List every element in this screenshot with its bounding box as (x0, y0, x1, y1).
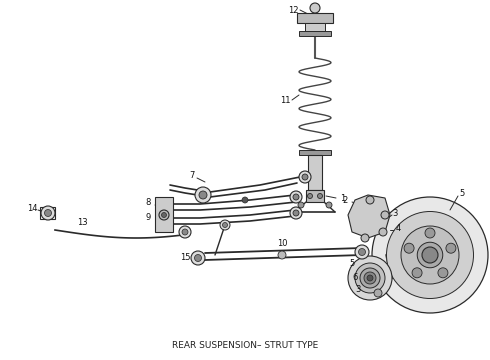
Circle shape (220, 220, 230, 230)
Text: 13: 13 (77, 217, 87, 226)
Text: 3: 3 (355, 285, 361, 294)
Circle shape (45, 210, 51, 216)
Circle shape (308, 194, 313, 198)
Circle shape (310, 3, 320, 13)
Bar (308, 155, 322, 190)
Circle shape (162, 212, 167, 217)
Circle shape (355, 245, 369, 259)
Circle shape (387, 212, 473, 298)
Text: 6: 6 (352, 274, 358, 283)
Text: 9: 9 (146, 212, 150, 221)
Circle shape (438, 268, 448, 278)
Polygon shape (348, 195, 390, 238)
Circle shape (355, 263, 385, 293)
Text: 5: 5 (459, 189, 465, 198)
Circle shape (293, 194, 299, 200)
Circle shape (379, 228, 387, 236)
Circle shape (360, 268, 380, 288)
Bar (306, 190, 324, 202)
Circle shape (446, 243, 456, 253)
Circle shape (359, 248, 366, 256)
Circle shape (290, 191, 302, 203)
Circle shape (381, 211, 389, 219)
Circle shape (401, 226, 459, 284)
Text: 15: 15 (180, 253, 190, 262)
Bar (40, 207, 55, 219)
Circle shape (222, 222, 227, 228)
Circle shape (361, 234, 369, 242)
Circle shape (182, 229, 188, 235)
Text: 12: 12 (288, 5, 298, 14)
Circle shape (326, 202, 332, 208)
Circle shape (278, 251, 286, 259)
Circle shape (195, 187, 211, 203)
Circle shape (41, 206, 55, 220)
Circle shape (348, 256, 392, 300)
Circle shape (199, 191, 207, 199)
Circle shape (417, 242, 443, 268)
Circle shape (191, 251, 205, 265)
Text: 7: 7 (189, 171, 195, 180)
Circle shape (425, 228, 435, 238)
Text: 11: 11 (280, 95, 290, 104)
Circle shape (374, 289, 382, 297)
Text: 1: 1 (341, 194, 345, 202)
Circle shape (290, 207, 302, 219)
Circle shape (159, 210, 169, 220)
Circle shape (404, 243, 414, 253)
Text: 8: 8 (146, 198, 151, 207)
Bar (305, 23, 325, 31)
Text: 2: 2 (343, 195, 347, 204)
Text: 10: 10 (277, 239, 287, 248)
Circle shape (298, 202, 304, 208)
Circle shape (179, 226, 191, 238)
Text: 5: 5 (349, 258, 355, 267)
Circle shape (195, 255, 201, 261)
Circle shape (299, 171, 311, 183)
Bar (297, 13, 333, 23)
Circle shape (422, 247, 438, 263)
Text: 14: 14 (27, 203, 37, 212)
Bar (155, 197, 173, 232)
Circle shape (318, 194, 322, 198)
Circle shape (293, 210, 299, 216)
Text: 3: 3 (392, 208, 398, 217)
Bar (299, 150, 331, 155)
Circle shape (366, 196, 374, 204)
Text: 4: 4 (395, 224, 401, 233)
Bar (299, 31, 331, 36)
Circle shape (412, 268, 422, 278)
Circle shape (242, 197, 248, 203)
Text: REAR SUSPENSION– STRUT TYPE: REAR SUSPENSION– STRUT TYPE (172, 341, 318, 350)
Circle shape (364, 272, 376, 284)
Circle shape (372, 197, 488, 313)
Circle shape (367, 275, 373, 281)
Circle shape (302, 174, 308, 180)
